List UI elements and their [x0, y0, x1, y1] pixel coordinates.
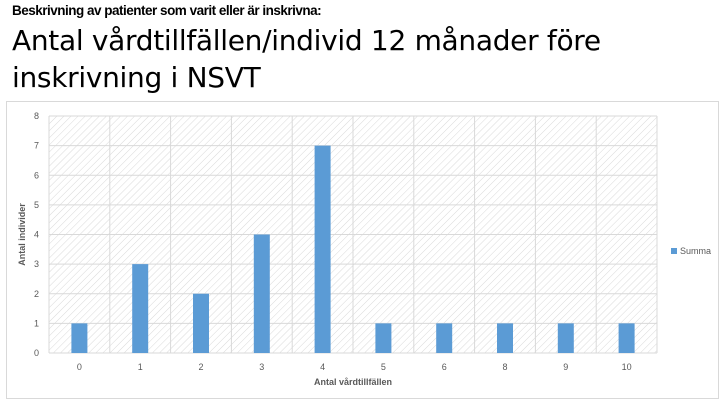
x-axis-title: Antal vårdtillfällen	[314, 377, 392, 387]
y-tick-label: 7	[34, 141, 39, 151]
x-tick-label: 8	[502, 362, 507, 372]
x-tick-label: 6	[442, 362, 447, 372]
bar-3	[253, 234, 270, 353]
subtitle: Beskrivning av patienter som varit eller…	[12, 3, 322, 18]
chart-area: 0 1 2 3 4 5 6 7 8 0 1 2 3 4 5 6 8 9 10 Antal individer An…	[6, 101, 719, 399]
bar-8	[497, 323, 513, 353]
y-tick-label: 2	[34, 289, 39, 299]
bar-4	[314, 145, 331, 353]
legend: Summa	[671, 246, 711, 256]
x-tick-label: 5	[381, 362, 386, 372]
page-title: Antal vårdtillfällen/individ 12 månader …	[12, 24, 601, 94]
x-tick-label: 4	[320, 362, 325, 372]
y-tick-label: 0	[34, 348, 39, 358]
x-tick-label: 0	[77, 362, 82, 372]
bar-5	[375, 323, 392, 353]
y-tick-label: 5	[34, 200, 39, 210]
bars	[71, 145, 635, 353]
legend-swatch	[671, 248, 677, 254]
legend-label-summa: Summa	[680, 246, 711, 256]
bar-0	[71, 323, 88, 353]
y-tick-label: 3	[34, 259, 39, 269]
x-tick-label: 10	[622, 362, 632, 372]
y-tick-label: 4	[34, 230, 39, 240]
gridlines	[48, 115, 658, 354]
bar-9	[557, 323, 574, 353]
bar-10	[618, 323, 635, 353]
y-tick-label: 1	[34, 318, 39, 328]
bar-chart: 0 1 2 3 4 5 6 7 8 0 1 2 3 4 5 6 8 9 10 Antal individer An…	[17, 111, 711, 387]
x-tick-label: 9	[563, 362, 568, 372]
y-tick-label: 8	[34, 111, 39, 121]
x-axis-ticks: 0 1 2 3 4 5 6 8 9 10	[77, 362, 632, 372]
x-tick-label: 2	[198, 362, 203, 372]
x-tick-label: 1	[138, 362, 143, 372]
x-tick-label: 3	[259, 362, 264, 372]
bar-1	[132, 264, 149, 353]
y-axis-title: Antal individer	[17, 203, 27, 266]
y-axis-ticks: 0 1 2 3 4 5 6 7 8	[34, 111, 39, 358]
y-tick-label: 6	[34, 170, 39, 180]
bar-2	[193, 293, 209, 353]
bar-6	[436, 323, 453, 353]
